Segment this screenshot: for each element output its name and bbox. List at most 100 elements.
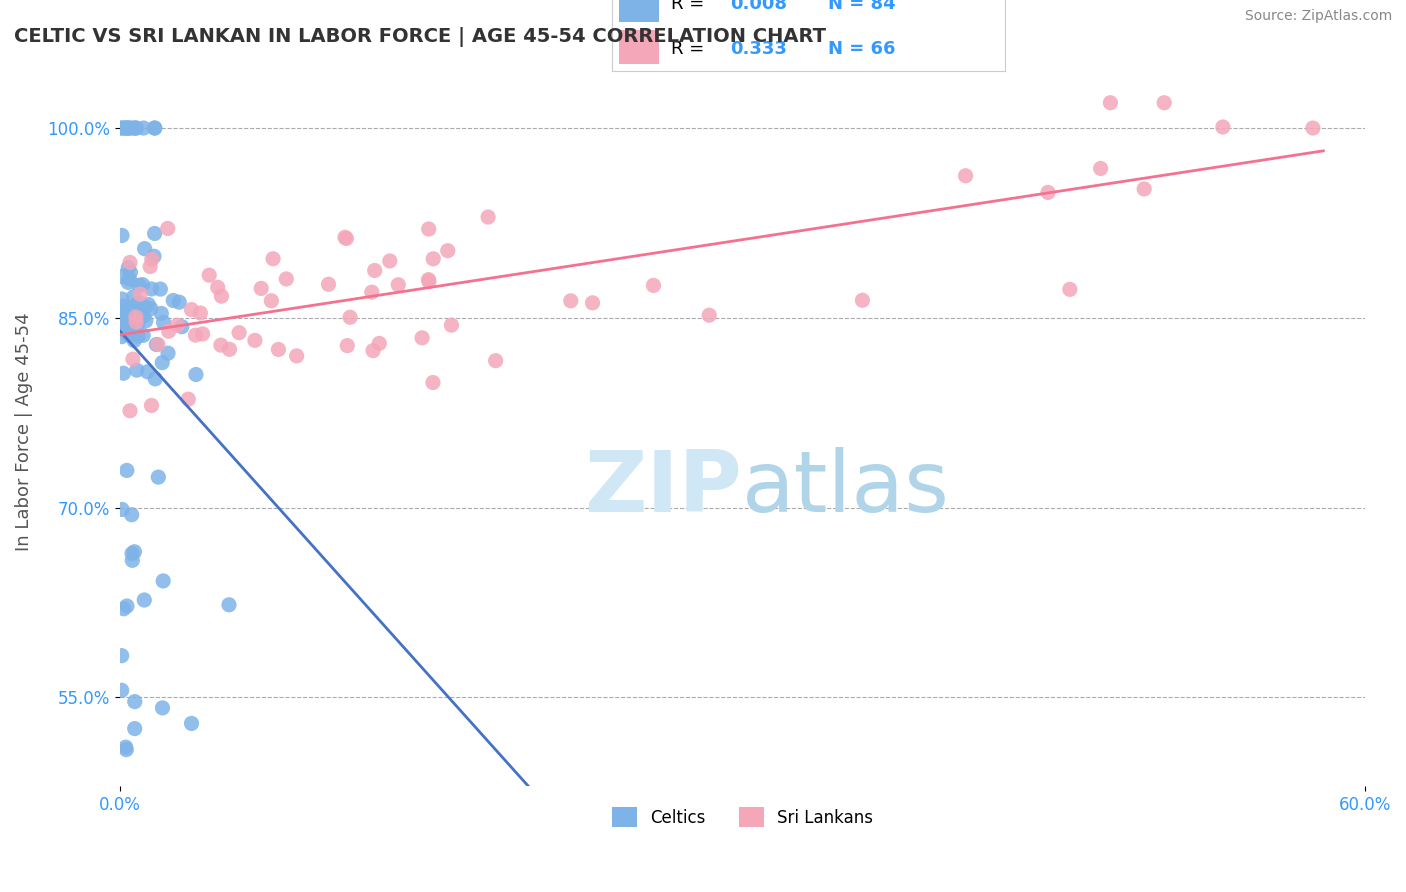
- Point: [180, 716, 202, 731]
- Point: [1302, 121, 1324, 136]
- Point: [243, 334, 266, 348]
- Point: [141, 399, 163, 413]
- Point: [184, 368, 207, 382]
- Point: [115, 121, 138, 136]
- Point: [180, 302, 202, 317]
- Point: [122, 352, 145, 367]
- Point: [112, 366, 135, 380]
- Point: [115, 599, 138, 613]
- Text: 0.008: 0.008: [730, 0, 787, 13]
- Point: [127, 329, 149, 343]
- Point: [114, 306, 136, 320]
- Point: [129, 287, 152, 301]
- Point: [485, 353, 508, 368]
- Point: [125, 310, 148, 324]
- Point: [121, 547, 143, 561]
- Point: [145, 337, 167, 351]
- Point: [851, 293, 873, 308]
- Point: [318, 277, 340, 292]
- Point: [143, 121, 166, 136]
- Point: [111, 329, 134, 343]
- Point: [124, 121, 146, 136]
- Point: [141, 252, 163, 267]
- Point: [191, 326, 214, 341]
- Point: [477, 210, 499, 224]
- Point: [643, 278, 665, 293]
- Point: [127, 296, 149, 310]
- Point: [122, 334, 145, 348]
- Point: [125, 121, 148, 136]
- Point: [111, 228, 134, 243]
- Point: [697, 308, 720, 322]
- Point: [150, 356, 173, 370]
- Point: [361, 343, 384, 358]
- Point: [1153, 95, 1175, 110]
- Point: [111, 121, 134, 136]
- Point: [112, 306, 135, 320]
- Point: [111, 314, 134, 328]
- Text: ZIP: ZIP: [585, 447, 742, 530]
- Point: [418, 275, 440, 289]
- Point: [422, 376, 444, 390]
- Point: [211, 289, 233, 303]
- Point: [267, 343, 290, 357]
- Point: [184, 328, 207, 343]
- Text: atlas: atlas: [742, 447, 950, 530]
- Point: [170, 319, 193, 334]
- Point: [143, 121, 166, 136]
- Point: [138, 297, 160, 311]
- Point: [198, 268, 221, 282]
- Point: [124, 695, 146, 709]
- Point: [1212, 120, 1234, 134]
- Point: [152, 316, 174, 330]
- Point: [1133, 182, 1156, 196]
- Point: [368, 336, 391, 351]
- Point: [111, 318, 134, 333]
- FancyBboxPatch shape: [620, 30, 659, 64]
- Point: [114, 121, 136, 136]
- Point: [387, 277, 409, 292]
- Point: [128, 278, 150, 293]
- Point: [339, 310, 361, 325]
- Legend: Celtics, Sri Lankans: Celtics, Sri Lankans: [605, 800, 880, 834]
- Point: [117, 327, 139, 342]
- Point: [139, 301, 162, 316]
- Point: [115, 463, 138, 477]
- Point: [1036, 186, 1059, 200]
- Point: [209, 338, 232, 352]
- Point: [143, 249, 166, 263]
- Point: [117, 121, 139, 136]
- Point: [115, 121, 138, 136]
- Text: R =: R =: [671, 40, 710, 58]
- Point: [152, 574, 174, 588]
- Point: [124, 722, 146, 736]
- Point: [1059, 282, 1081, 296]
- Point: [276, 272, 298, 286]
- Point: [125, 363, 148, 377]
- Point: [128, 295, 150, 310]
- Point: [150, 306, 173, 320]
- Point: [121, 553, 143, 567]
- Point: [139, 260, 162, 274]
- Point: [148, 470, 170, 484]
- Point: [131, 277, 153, 292]
- Point: [136, 365, 159, 379]
- Point: [134, 242, 156, 256]
- Point: [114, 740, 136, 755]
- Point: [560, 293, 582, 308]
- Point: [121, 508, 143, 522]
- Point: [143, 227, 166, 241]
- Point: [120, 265, 142, 279]
- Point: [1090, 161, 1112, 176]
- Point: [120, 301, 142, 315]
- Point: [336, 338, 359, 352]
- Point: [250, 281, 273, 295]
- Text: CELTIC VS SRI LANKAN IN LABOR FORCE | AGE 45-54 CORRELATION CHART: CELTIC VS SRI LANKAN IN LABOR FORCE | AG…: [14, 27, 827, 46]
- Point: [146, 337, 169, 351]
- Point: [360, 285, 382, 300]
- Point: [112, 601, 135, 615]
- Y-axis label: In Labor Force | Age 45-54: In Labor Force | Age 45-54: [15, 312, 32, 551]
- Point: [132, 121, 155, 136]
- Text: 0.333: 0.333: [730, 40, 786, 58]
- Point: [188, 306, 211, 320]
